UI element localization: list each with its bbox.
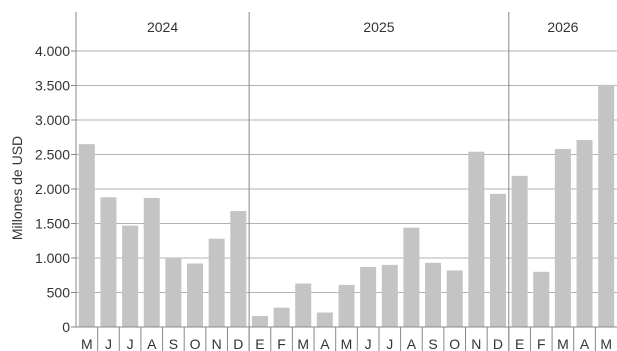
bar (554, 148, 571, 327)
bar (230, 211, 247, 327)
month-label: S (428, 336, 437, 351)
month-label: J (365, 336, 372, 351)
y-tick-label: 2.000 (35, 181, 70, 197)
y-tick-label: 3.500 (35, 78, 70, 94)
bar (598, 84, 615, 327)
bar (425, 262, 442, 327)
year-label: 2026 (547, 19, 578, 35)
month-label: M (81, 336, 93, 351)
bar (511, 175, 528, 327)
y-tick-label: 3.000 (35, 112, 70, 128)
bar (122, 225, 139, 327)
month-label: M (341, 336, 353, 351)
bar (251, 315, 268, 327)
bar (295, 283, 312, 327)
bar (403, 227, 420, 327)
bar (576, 140, 593, 327)
bar (338, 284, 355, 327)
month-label: F (277, 336, 286, 351)
bar (360, 266, 377, 327)
bars (78, 84, 615, 327)
month-label: J (127, 336, 134, 351)
month-label: A (320, 336, 330, 351)
bar (468, 151, 485, 327)
month-label: J (386, 336, 393, 351)
year-header: 2024 2025 2026 (147, 12, 579, 351)
y-axis-title: Millones de USD (9, 136, 25, 240)
y-tick-label: 4.000 (35, 43, 70, 59)
bar (143, 197, 160, 327)
month-label: J (105, 336, 112, 351)
bar (100, 197, 117, 327)
y-tick-label: 500 (47, 285, 71, 301)
month-label: N (212, 336, 222, 351)
bar (273, 307, 290, 327)
month-label: E (255, 336, 264, 351)
month-label: O (190, 336, 201, 351)
month-label: M (557, 336, 569, 351)
bar (446, 270, 463, 327)
month-label: A (407, 336, 417, 351)
month-label: D (233, 336, 243, 351)
y-tick-label: 1.000 (35, 250, 70, 266)
plot-frame (75, 12, 617, 328)
month-label: M (297, 336, 309, 351)
bar (78, 144, 95, 327)
bar (489, 193, 506, 327)
y-axis-ticks: 0 500 1.000 1.500 2.000 2.500 3.000 3.500 4.000 (35, 43, 76, 335)
y-tick-label: 1.500 (35, 216, 70, 232)
month-label: O (449, 336, 460, 351)
bar (381, 264, 398, 327)
month-label: F (537, 336, 546, 351)
bar (208, 238, 225, 327)
bar (165, 258, 182, 327)
month-label: A (147, 336, 157, 351)
y-tick-label: 2.500 (35, 147, 70, 163)
year-label: 2025 (363, 19, 394, 35)
month-label: A (580, 336, 590, 351)
year-label: 2024 (147, 19, 178, 35)
y-tick-label: 0 (62, 319, 70, 335)
month-label: D (493, 336, 503, 351)
bar (533, 271, 550, 327)
month-label: S (169, 336, 178, 351)
month-label: M (600, 336, 612, 351)
bar (316, 312, 333, 327)
bar (187, 263, 204, 327)
month-label: N (471, 336, 481, 351)
month-label: E (515, 336, 524, 351)
